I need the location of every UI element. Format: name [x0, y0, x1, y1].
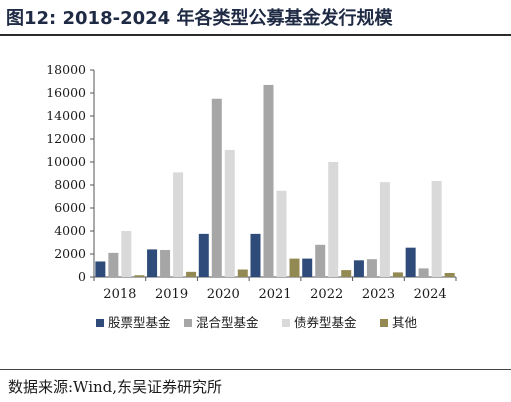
y-tick-label: 18000 — [46, 62, 86, 77]
bar — [263, 84, 274, 277]
x-tick-label: 2018 — [103, 287, 136, 302]
legend-label: 其他 — [392, 315, 418, 330]
y-axis: 0 2000 4000 6000 8000 10000 12000 14000 16000 180… — [46, 62, 95, 284]
bar — [379, 182, 390, 277]
bar — [276, 190, 287, 277]
bar — [392, 272, 403, 277]
bar — [405, 247, 416, 277]
x-tick-label: 2022 — [310, 287, 343, 302]
y-tick-label: 6000 — [54, 200, 86, 215]
bar — [315, 244, 326, 277]
x-tick-label: 2023 — [362, 287, 395, 302]
bar — [341, 270, 352, 277]
legend-swatch — [96, 319, 104, 327]
x-tick-label: 2019 — [155, 287, 188, 302]
y-tick-label: 10000 — [46, 154, 86, 169]
y-tick-label: 2000 — [54, 246, 86, 261]
x-tick-label: 2020 — [207, 287, 240, 302]
legend-label: 债券型基金 — [294, 315, 357, 330]
bar — [289, 258, 300, 277]
y-tick-label: 16000 — [46, 85, 86, 100]
bars — [95, 84, 455, 277]
bar — [95, 261, 106, 277]
bar — [198, 233, 209, 277]
y-tick-label: 8000 — [54, 177, 86, 192]
figure-title: 图12: 2018-2024 年各类型公募基金发行规模 — [6, 8, 393, 29]
bar — [173, 172, 184, 277]
legend-label: 股票型基金 — [108, 315, 171, 330]
y-tick-label: 12000 — [46, 131, 86, 146]
bar — [302, 258, 313, 277]
bar — [108, 252, 119, 277]
bar — [250, 233, 261, 277]
bar — [431, 180, 442, 277]
y-tick-label: 14000 — [46, 108, 86, 123]
bar — [147, 249, 158, 277]
x-tick-label: 2021 — [258, 287, 291, 302]
y-tick-label: 4000 — [54, 223, 86, 238]
bar — [353, 260, 364, 277]
legend-swatch — [282, 319, 290, 327]
x-axis: 2018 2019 2020 2021 2022 2023 2024 — [93, 276, 457, 302]
bar — [134, 275, 145, 277]
y-tick-label: 0 — [78, 269, 86, 284]
title-rule — [0, 34, 511, 36]
legend-label: 混合型基金 — [196, 315, 259, 330]
legend: 股票型基金 混合型基金 债券型基金 其他 — [96, 315, 418, 330]
bar — [328, 162, 339, 277]
x-tick-label: 2024 — [414, 287, 447, 302]
bar — [186, 271, 197, 277]
source-note: 数据来源:Wind,东吴证券研究所 — [8, 378, 223, 396]
bar — [121, 231, 132, 277]
bar — [211, 98, 222, 277]
bar — [224, 149, 235, 277]
legend-swatch — [184, 319, 192, 327]
bar — [237, 269, 248, 277]
bar — [160, 249, 171, 277]
source-rule — [0, 369, 511, 370]
bar — [418, 268, 429, 277]
legend-swatch — [380, 319, 388, 327]
bar-chart: 0 2000 4000 6000 8000 10000 12000 14000 16000 180… — [46, 62, 457, 330]
bar — [366, 259, 377, 277]
bar — [444, 272, 455, 277]
